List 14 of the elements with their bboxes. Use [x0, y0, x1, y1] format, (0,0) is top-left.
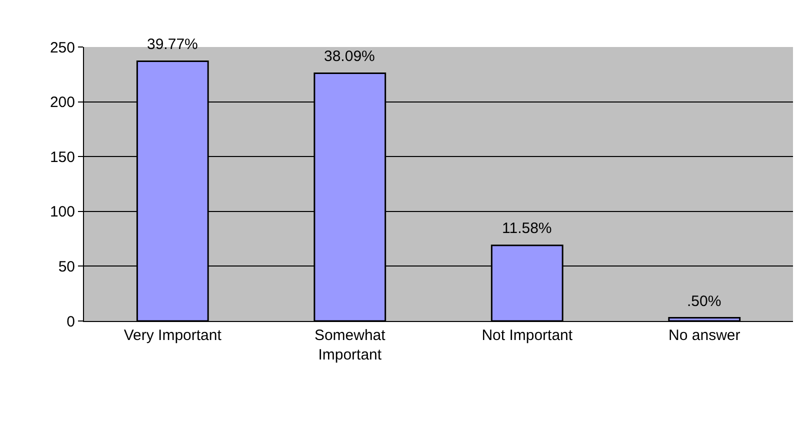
y-tick-label: 150	[50, 148, 75, 166]
annotation: 38.09%	[324, 48, 375, 65]
x-tick-label: Very Important	[124, 327, 222, 344]
annotation: 11.58%	[502, 220, 552, 237]
y-tick-label: 200	[50, 94, 75, 112]
x-tick-label: Somewhat Important	[314, 327, 386, 364]
y-tick-label: 0	[66, 313, 75, 330]
y-tick-label: 100	[50, 204, 75, 221]
x-tick-label: No answer	[668, 327, 740, 344]
x-tick-label: Not Important	[482, 327, 574, 344]
y-tick-label: 50	[58, 258, 75, 276]
y-tick-label: 250	[50, 39, 75, 56]
annotation: .50%	[687, 293, 722, 310]
annotation: 39.77%	[147, 36, 198, 53]
